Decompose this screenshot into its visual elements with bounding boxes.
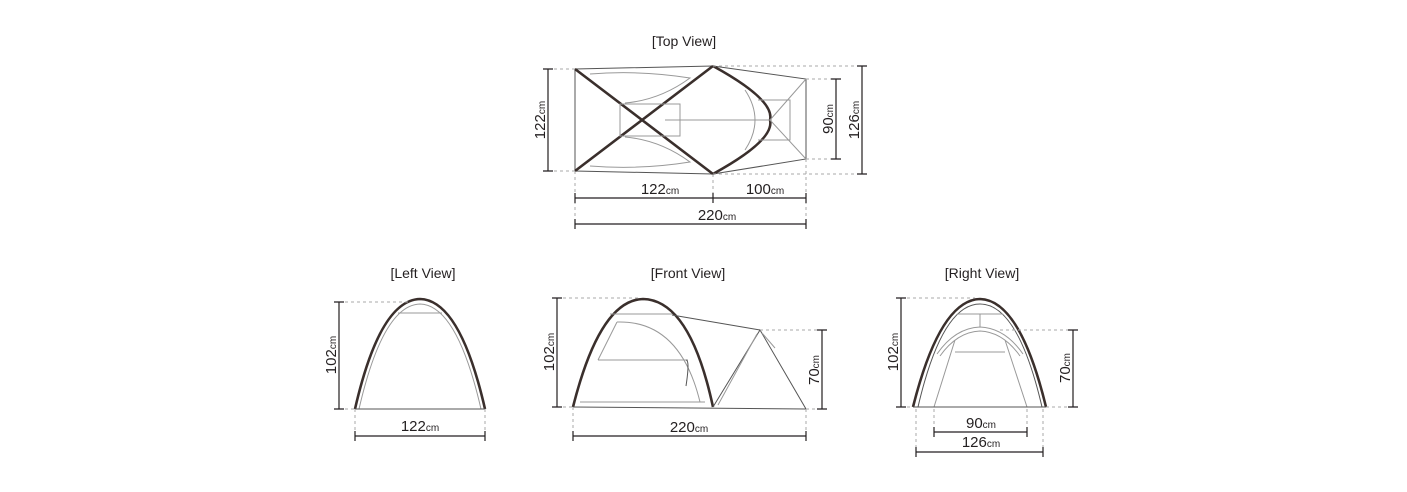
dim-left-height-102: 102cm xyxy=(323,301,344,410)
svg-text:102cm: 102cm xyxy=(323,336,340,374)
dim-right-inner-width-90: 90cm xyxy=(933,415,1028,437)
dim-right-width-126: 126cm xyxy=(915,434,1044,457)
svg-text:102cm: 102cm xyxy=(541,333,558,371)
svg-text:70cm: 70cm xyxy=(1057,353,1074,383)
dim-top-vestibule-width-90: 90cm xyxy=(820,78,841,160)
dim-right-height-102: 102cm xyxy=(885,297,906,408)
left-view: [Left View] 102cm 122cm xyxy=(323,265,487,441)
dim-left-width-122: 122cm xyxy=(354,418,486,441)
svg-text:90cm: 90cm xyxy=(820,104,837,134)
svg-text:122cm: 122cm xyxy=(401,418,439,435)
dim-top-width-122: 122cm xyxy=(532,68,553,172)
dim-top-total-length-220: 220cm xyxy=(574,207,807,229)
dim-top-vestibule-length-100: 100cm xyxy=(713,181,807,203)
svg-text:100cm: 100cm xyxy=(746,181,784,198)
front-view: [Front View] 102cm 70cm 220cm xyxy=(541,265,827,441)
top-view-title: [Top View] xyxy=(652,33,716,49)
svg-text:126cm: 126cm xyxy=(962,434,1000,451)
svg-text:126cm: 126cm xyxy=(846,101,863,139)
dim-front-height-102: 102cm xyxy=(541,297,562,408)
dim-top-inner-length-122: 122cm xyxy=(574,181,714,203)
svg-text:102cm: 102cm xyxy=(885,333,902,371)
right-view-title: [Right View] xyxy=(945,265,1019,281)
right-view: [Right View] 102cm 70cm 90cm 126cm xyxy=(885,265,1078,457)
dim-front-length-220: 220cm xyxy=(572,419,807,441)
svg-text:70cm: 70cm xyxy=(806,355,823,385)
svg-text:90cm: 90cm xyxy=(966,415,996,432)
dim-right-inner-height-70: 70cm xyxy=(1057,329,1078,408)
dim-top-total-width-126: 126cm xyxy=(846,65,867,175)
dim-front-vestibule-height-70: 70cm xyxy=(806,329,827,410)
svg-text:122cm: 122cm xyxy=(641,181,679,198)
svg-text:220cm: 220cm xyxy=(670,419,708,436)
front-view-title: [Front View] xyxy=(651,265,725,281)
left-view-title: [Left View] xyxy=(390,265,455,281)
top-view-drawing xyxy=(574,64,807,176)
top-view: [Top View] 122cm 90cm 126cm 122cm xyxy=(532,33,867,229)
svg-text:220cm: 220cm xyxy=(698,207,736,224)
svg-text:122cm: 122cm xyxy=(532,101,549,139)
